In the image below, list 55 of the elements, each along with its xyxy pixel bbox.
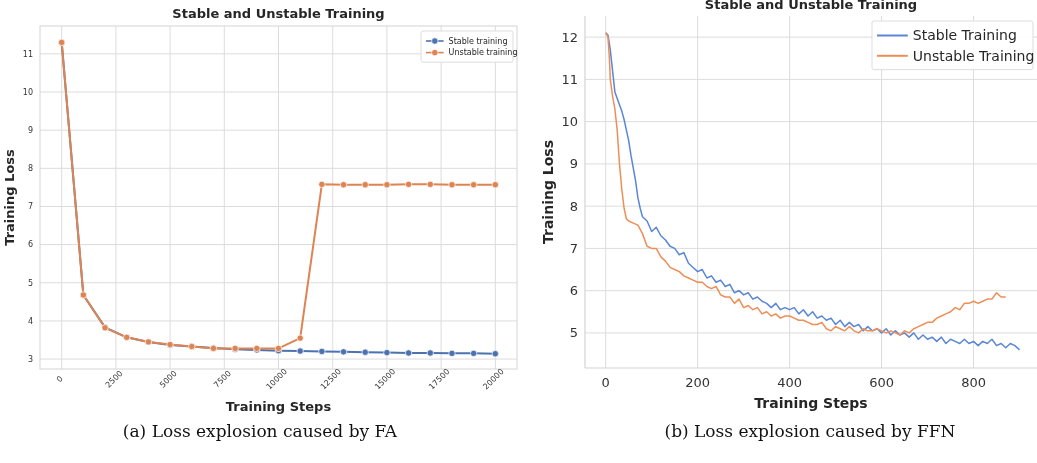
point: [448, 181, 456, 189]
chart-title: Stable and Unstable Training: [172, 6, 385, 21]
x-tick-label: 800: [961, 375, 986, 390]
y-axis-title: Training Loss: [540, 140, 556, 244]
point: [361, 181, 369, 189]
y-tick-label: 7: [27, 202, 33, 212]
point: [296, 334, 304, 342]
y-tick-label: 5: [27, 278, 33, 288]
x-tick-label: 0: [601, 375, 610, 390]
y-axis-title: Training Loss: [2, 148, 17, 246]
y-tick-label: 8: [569, 198, 578, 214]
y-tick-label: 12: [561, 29, 578, 45]
point: [340, 348, 348, 356]
point: [491, 181, 499, 189]
x-tick-label: 0: [54, 374, 65, 385]
point: [405, 180, 413, 188]
point: [340, 181, 348, 189]
y-tick-label: 5: [569, 325, 578, 341]
point: [470, 349, 478, 357]
legend-label: Stable Training: [912, 27, 1017, 44]
x-tick-label: 600: [869, 375, 894, 390]
point: [318, 347, 326, 355]
point: [318, 180, 326, 188]
point: [296, 347, 304, 355]
point: [405, 349, 413, 357]
y-tick-label: 11: [22, 49, 33, 59]
legend-label: Stable training: [448, 36, 508, 46]
x-axis-title: Training Steps: [225, 399, 332, 414]
y-tick-label: 8: [27, 164, 33, 174]
text: (a) Loss explosion caused by FA: [122, 421, 398, 441]
x-tick-label: 400: [777, 375, 803, 390]
x-axis-title: Training Steps: [754, 395, 868, 411]
y-tick-label: 7: [569, 240, 578, 256]
text: (b) Loss explosion caused by FFN: [664, 421, 956, 441]
y-tick-label: 10: [561, 114, 578, 130]
point: [491, 350, 499, 358]
chart-title: Stable and Unstable Training: [704, 0, 918, 12]
x-tick-label: 200: [685, 375, 711, 390]
y-tick-label: 9: [27, 125, 33, 135]
legend-label: Unstable Training: [912, 47, 1035, 64]
y-tick-label: 6: [569, 283, 578, 299]
y-tick-label: 10: [22, 87, 33, 97]
point: [361, 348, 369, 356]
point: [383, 181, 391, 189]
point: [448, 349, 456, 357]
y-tick-label: 4: [27, 316, 33, 326]
y-tick-label: 3: [27, 354, 33, 364]
point: [426, 180, 434, 188]
point: [470, 181, 478, 189]
legend-label: Unstable training: [448, 48, 518, 58]
y-tick-label: 6: [27, 240, 33, 250]
y-tick-label: 9: [569, 156, 578, 172]
point: [383, 349, 391, 357]
y-tick-label: 11: [561, 71, 578, 87]
point: [426, 349, 434, 357]
